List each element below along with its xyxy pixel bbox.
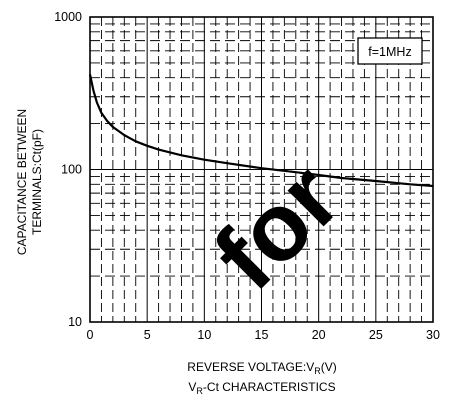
tick-labels: 0 5 10 15 20 25 30 10 100 1000 (54, 10, 440, 342)
plot-frame (89, 16, 434, 323)
x-tick-label: 0 (87, 328, 94, 342)
chart-caption: VR-Ct CHARACTERISTICS (188, 380, 335, 396)
chart-marks (88, 74, 434, 188)
caption-main: V (188, 380, 196, 394)
x-axis-title-rest: (V) (321, 360, 337, 374)
y-tick-label: 1000 (54, 10, 82, 24)
y-axis-title-line2: TERMINALS:Ct(pF) (30, 129, 44, 235)
y-tick-label: 10 (68, 315, 82, 329)
y-tick-label: 100 (61, 163, 82, 177)
x-tick-label: 5 (144, 328, 151, 342)
x-tick-label: 15 (255, 328, 269, 342)
chart-grid (89, 16, 434, 323)
caption-sub: R (196, 386, 203, 396)
x-axis-title-main: REVERSE VOLTAGE:V (187, 360, 314, 374)
x-axis-title-sub: R (314, 366, 321, 376)
frequency-annotation-box (357, 37, 423, 65)
x-axis-title: REVERSE VOLTAGE:VR(V) (187, 360, 336, 376)
x-tick-label: 10 (197, 328, 211, 342)
frequency-annotation: f=1MHz (368, 45, 411, 59)
x-tick-label: 20 (312, 328, 326, 342)
x-tick-label: 25 (369, 328, 383, 342)
caption-rest: -Ct CHARACTERISTICS (203, 380, 336, 394)
watermark: for (194, 144, 360, 310)
x-tick-label: 30 (426, 328, 440, 342)
series-line (88, 74, 434, 188)
y-axis-title-line1: CAPACITANCE BETWEEN (15, 109, 29, 255)
